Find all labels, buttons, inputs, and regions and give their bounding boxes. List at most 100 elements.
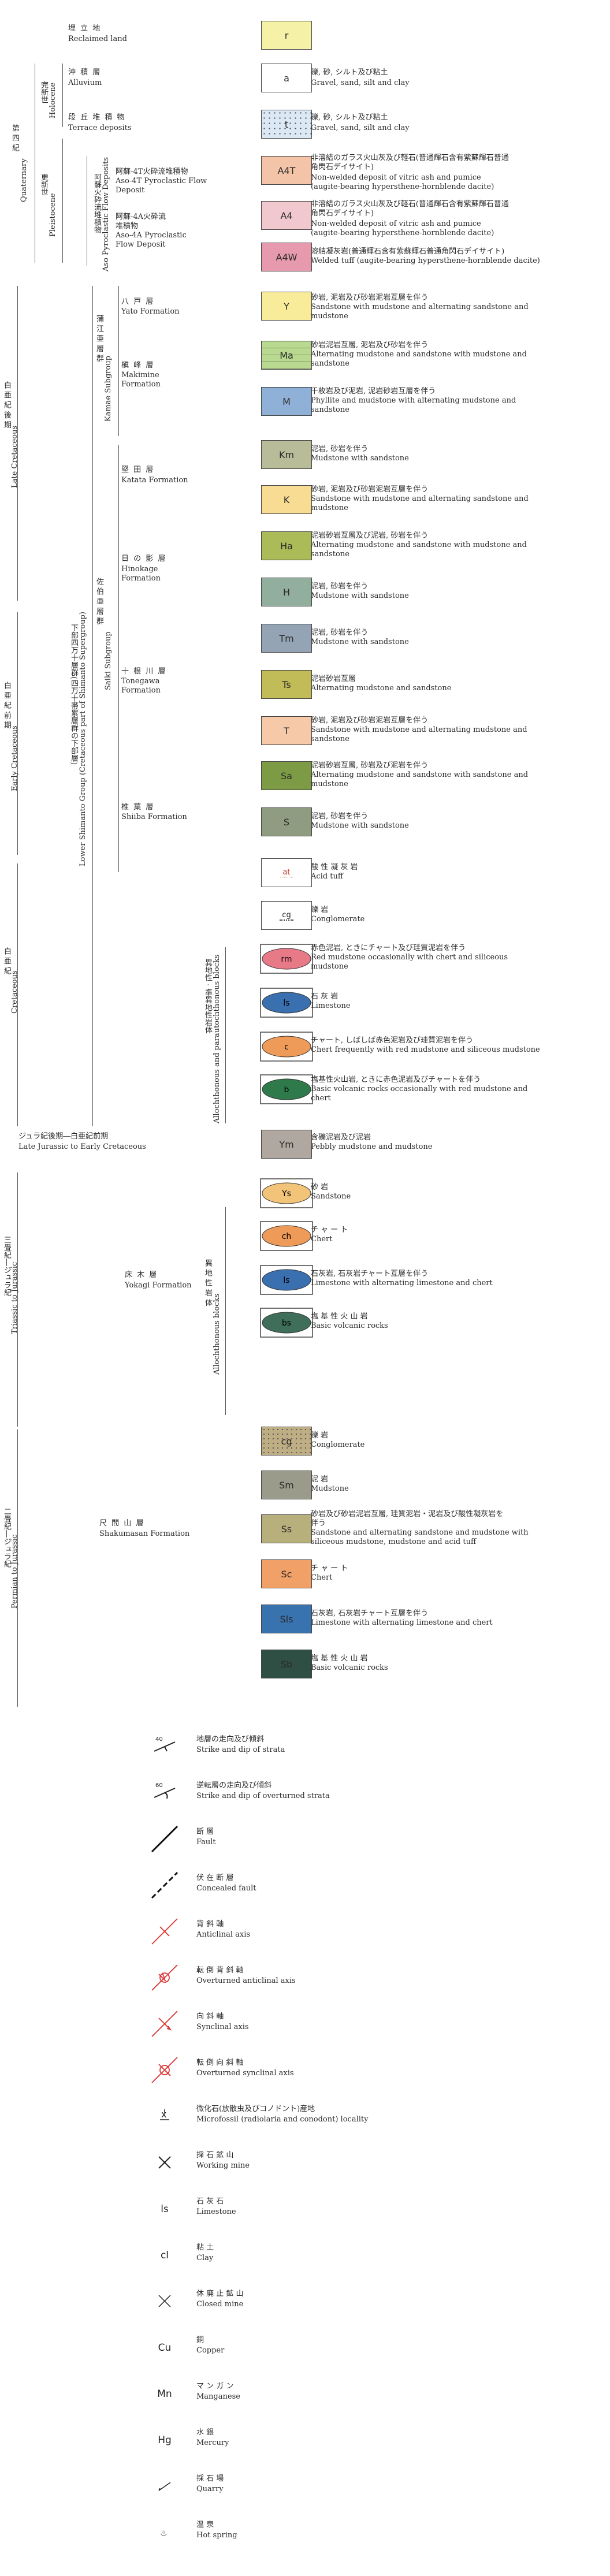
unit-box-ym: Ym — [261, 1130, 312, 1159]
b-code: b — [284, 1085, 289, 1095]
reclaimed-jp: 埋 立 地 — [68, 24, 102, 33]
katata-b1: 砂岩, 泥岩及び砂岩泥岩互層を伴う — [311, 485, 429, 494]
svg-text:Cu: Cu — [158, 2342, 172, 2354]
hinokage-jp: 日 の 影 層 — [121, 554, 167, 563]
saiki-bracket — [118, 445, 119, 872]
acid-tuff-en: Acid tuff — [311, 872, 344, 881]
hot-spring-icon: ♨ — [147, 2515, 182, 2549]
unit-box-scg: cg — [261, 1427, 312, 1455]
exotic-bracket — [225, 947, 226, 1123]
unit-box-ma: Ma — [261, 341, 312, 370]
concealed-fault-icon — [147, 1868, 182, 1903]
acid-tuff-code: at — [280, 868, 293, 877]
rm-jp: 赤色泥岩, ときにチャート及び珪質泥岩を伴う — [311, 944, 466, 952]
cg-code: cg — [280, 911, 293, 921]
symbol-label-en: Limestone — [196, 2208, 236, 2216]
makimine-a3: sandstone — [311, 359, 349, 368]
cg-en: Conglomerate — [311, 915, 365, 924]
quaternary-en: Quaternary — [20, 158, 28, 202]
symbol-label-jp: 石 灰 石 — [196, 2197, 224, 2206]
tonegawa-b1: 泥岩砂岩互層 — [311, 675, 356, 683]
ls-jp: 石 灰 岩 — [311, 992, 339, 1001]
yato-en: Yato Formation — [121, 307, 180, 316]
svg-text:Hg: Hg — [158, 2434, 172, 2446]
ch-en: Chert — [311, 1235, 333, 1244]
kamae-en: Kamae Subgroup — [104, 355, 113, 422]
reclaimed-en: Reclaimed land — [68, 35, 127, 43]
aso4-jp2: 堆積物 — [116, 222, 139, 230]
symbol-label-en: Microfossil (radiolaria and conodont) lo… — [196, 2115, 369, 2124]
unit-box-km: Km — [261, 440, 312, 469]
microfossil-icon: x — [147, 2099, 182, 2134]
exotic2-en: Allochthonous blocks — [213, 1293, 221, 1375]
aso4-w1: 溶結凝灰岩(普通輝石含有紫蘇輝石普通角閃石デイサイト) — [311, 247, 505, 256]
ch-code: ch — [282, 1232, 292, 1241]
triassic-jp: 三畳紀―ジュラ紀 — [2, 1236, 11, 1296]
jur-cret-jp: ジュラ紀後期―白亜紀前期 — [18, 1132, 109, 1141]
holocene-en: Holocene — [49, 82, 57, 118]
svg-text:60: 60 — [155, 1782, 163, 1789]
shiiba-a1: 泥岩砂岩互層, 砂岩及び泥岩を伴う — [311, 761, 429, 770]
ls-code: ls — [283, 999, 289, 1008]
sls-jp: 石灰岩, 石灰岩チャート互層を伴う — [311, 1609, 429, 1618]
svg-text:Mn: Mn — [157, 2388, 172, 2400]
kamae-bracket — [118, 286, 119, 436]
symbol-label-en: Strike and dip of overturned strata — [196, 1792, 330, 1800]
aso4-w2: Welded tuff (augite-bearing hypersthene-… — [311, 256, 540, 265]
c-code: c — [284, 1043, 289, 1052]
aso4-en2: Flow Deposit — [116, 240, 166, 249]
unit-box-tm: Tm — [261, 624, 312, 653]
symbol-label-jp: 逆転層の走向及び傾斜 — [196, 1781, 272, 1790]
basic-red-en2: chert — [311, 1094, 331, 1103]
aso4-en1: Aso-4A Pyroclastic — [116, 231, 187, 240]
closed-mine-icon — [147, 2284, 182, 2318]
permian-jp: 二畳紀―ジュラ紀 — [2, 1507, 11, 1568]
unit-box-sm: Sm — [261, 1471, 312, 1499]
jur-cret-d1: 含礫泥岩及び泥岩 — [311, 1133, 371, 1142]
symbol-label-jp: 伏 在 断 層 — [196, 1874, 234, 1882]
unit-box-a: a — [261, 64, 312, 92]
chert-red-en: Chert frequently with red mudstone and s… — [311, 1045, 540, 1054]
ls2-code: ls — [283, 1276, 289, 1285]
overturned-anticline-icon — [147, 1960, 182, 1995]
aso4-d2: 角閃石デイサイト) — [311, 209, 374, 218]
symbol-label-en: Working mine — [196, 2161, 250, 2170]
symbol-label-en: Strike and dip of strata — [196, 1745, 285, 1754]
hinokage-en1: Hinokage — [121, 565, 158, 574]
cg-jp: 礫 岩 — [311, 906, 329, 914]
unit-box-tt: T — [261, 716, 312, 745]
early-cretaceous-jp: 白 亜 紀 前 期 — [2, 682, 11, 729]
unit-box-a4t: A4T — [261, 156, 312, 185]
hinokage-a3: sandstone — [311, 550, 349, 559]
copper-icon: Cu — [147, 2330, 182, 2365]
unit-box-ha: Ha — [261, 531, 312, 560]
rm-code: rm — [281, 955, 292, 964]
sb-en: Basic volcanic rocks — [311, 1663, 388, 1672]
sc-en: Chert — [311, 1573, 333, 1582]
hinokage-a2: Alternating mudstone and sandstone with … — [311, 541, 527, 549]
katata-en: Katata Formation — [121, 476, 188, 485]
symbol-label-jp: 採 石 場 — [196, 2474, 224, 2483]
symbol-label-jp: マ ン ガ ン — [196, 2382, 234, 2391]
aso4-jp1: 阿蘇-4A火砕流 — [116, 213, 166, 221]
scg-jp: 礫 岩 — [311, 1431, 329, 1440]
ls-en: Limestone — [311, 1002, 351, 1010]
makimine-en2: Formation — [121, 380, 161, 389]
tonegawa-en2: Formation — [121, 686, 161, 695]
scg-en: Conglomerate — [311, 1440, 365, 1449]
terrace-jp: 段 丘 堆 積 物 — [68, 113, 126, 122]
katata-b3: mudstone — [311, 504, 348, 512]
aso4t-d2: 角閃石デイサイト) — [311, 163, 374, 172]
makimine-b3: sandstone — [311, 405, 349, 414]
aso4t-d3: Non-welded deposit of vitric ash and pum… — [311, 173, 481, 182]
unit-box-ss: Ss — [261, 1514, 312, 1543]
unit-box-k: K — [261, 485, 312, 514]
yato-d3: mudstone — [311, 312, 348, 321]
ch-jp: チ ャ ー ト — [311, 1226, 348, 1234]
symbol-label-jp: 微化石(放散虫及びコノドント)産地 — [196, 2105, 315, 2113]
lens-ys: Ys — [260, 1178, 313, 1208]
shiiba-b2: Mudstone with sandstone — [311, 821, 409, 830]
permian-en: Permian to Jurassic — [10, 1534, 19, 1609]
aso-group-en: Aso Pyroclastic Flow Deposits — [102, 157, 110, 271]
